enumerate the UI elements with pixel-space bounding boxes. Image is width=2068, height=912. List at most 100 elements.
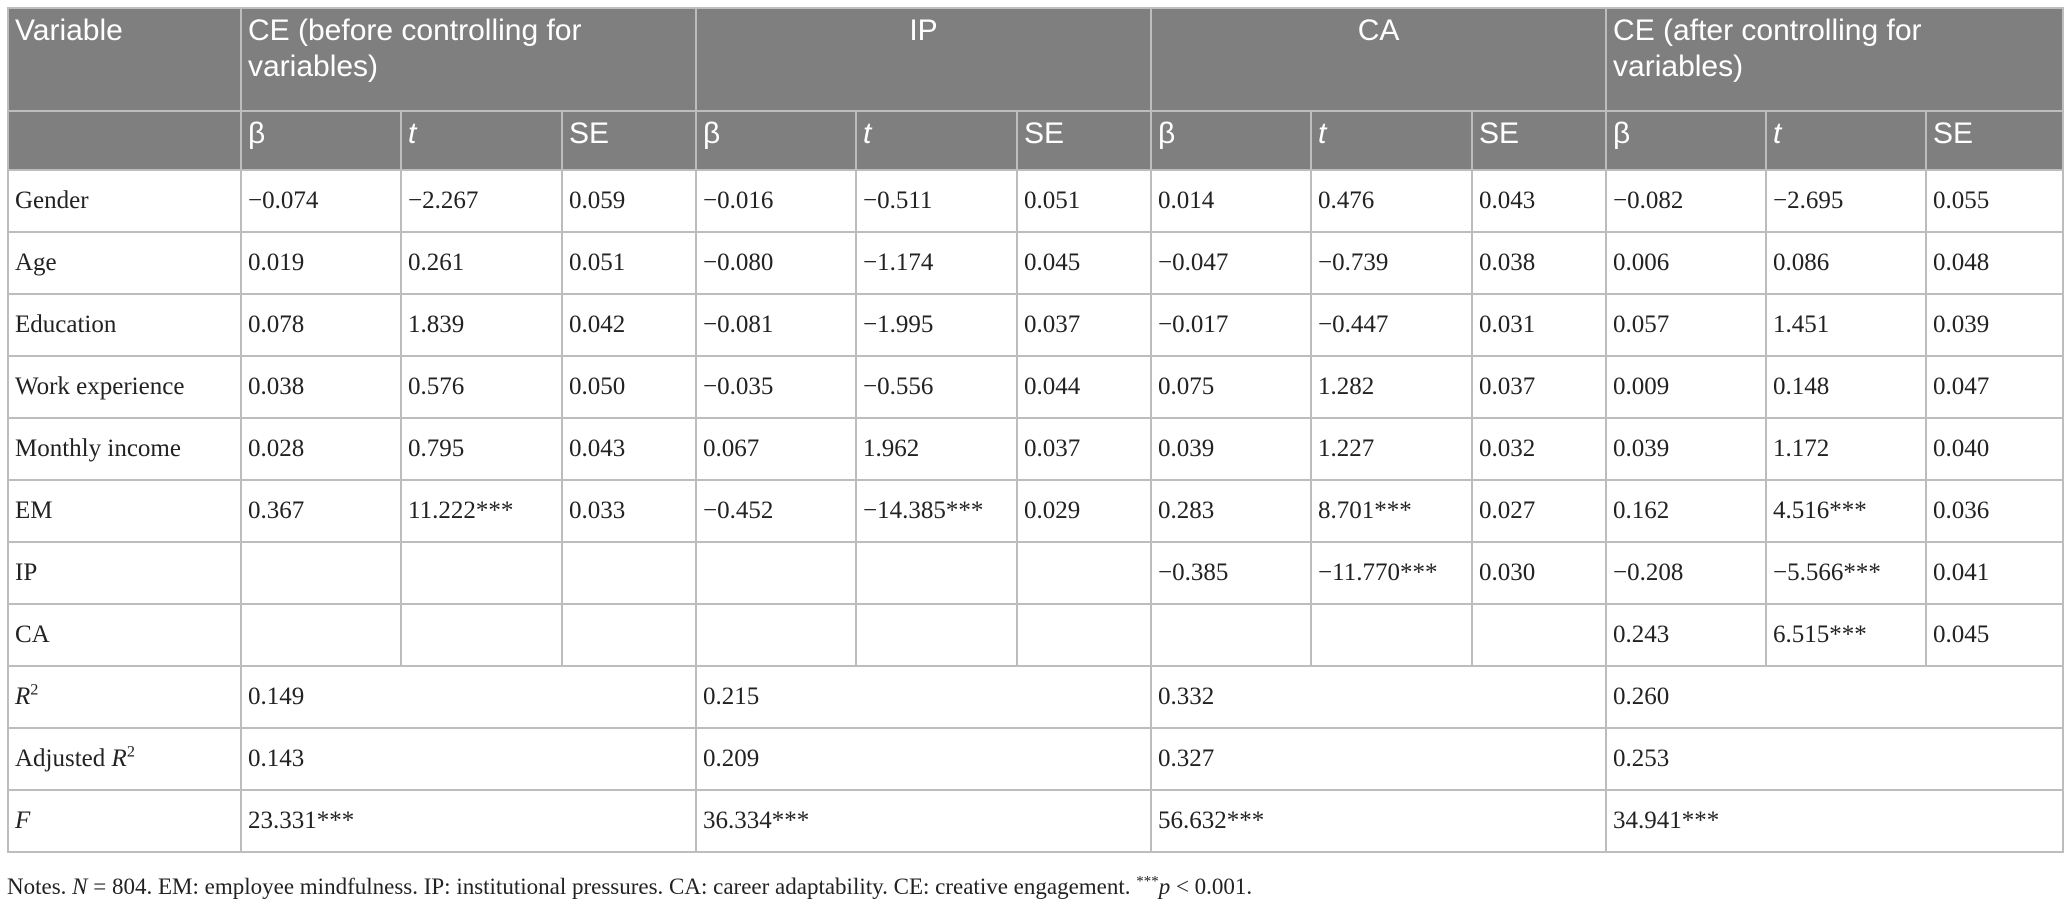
cell: 0.033	[560, 479, 698, 543]
cell: 0.055	[1925, 169, 2065, 233]
table-row: Work experience 0.038 0.576 0.050 −0.035 −0.5…	[7, 355, 2065, 419]
group-header: CE (after controlling for variables)	[1605, 7, 2065, 112]
label-text: Monthly income	[15, 435, 181, 462]
label-italic: R	[111, 745, 127, 772]
cell: 0.051	[560, 231, 698, 295]
cell: 34.941***	[1605, 789, 2065, 853]
cell: 0.051	[1016, 169, 1153, 233]
cell: 1.227	[1310, 417, 1474, 481]
cell: −1.174	[855, 231, 1019, 295]
notes: Notes. N = 804. EM: employee mindfulness…	[7, 874, 1252, 900]
cell: 23.331***	[239, 789, 698, 853]
cell: −14.385***	[855, 479, 1019, 543]
cell: −1.995	[855, 293, 1019, 357]
cell: 0.036	[1925, 479, 2065, 543]
cell: 0.261	[400, 231, 563, 295]
subheader: t	[855, 110, 1019, 171]
cell	[1310, 603, 1474, 667]
cell: 0.039	[1605, 417, 1768, 481]
cell	[400, 541, 563, 605]
cell: 1.172	[1765, 417, 1928, 481]
cell	[400, 603, 563, 667]
note-text: = 804. EM: employee mindfulness. IP: ins…	[87, 874, 1137, 899]
label-text: Adjusted	[15, 745, 112, 772]
table-row: CA 0.243 6.515*** 0.045	[7, 603, 2065, 667]
cell: 4.516***	[1765, 479, 1928, 543]
row-label: IP	[7, 541, 242, 605]
cell: −2.695	[1765, 169, 1928, 233]
cell: 0.332	[1150, 665, 1608, 729]
table-row: Gender −0.074 −2.267 0.059 −0.016 −0.511 0.051…	[7, 169, 2065, 233]
cell: 0.050	[560, 355, 698, 419]
cell: 0.038	[1471, 231, 1608, 295]
subheader: β	[240, 110, 402, 171]
cell: 0.795	[400, 417, 563, 481]
subheader: SE	[1471, 110, 1608, 171]
cell	[560, 541, 698, 605]
cell: 0.209	[695, 727, 1153, 791]
cell: 0.476	[1310, 169, 1474, 233]
cell: 0.047	[1925, 355, 2065, 419]
cell: −5.566***	[1765, 541, 1928, 605]
label-sup: 2	[30, 680, 39, 699]
row-label: Monthly income	[7, 417, 242, 481]
label-text: Work experience	[15, 373, 185, 400]
note-text: p	[1158, 874, 1171, 899]
cell: 0.260	[1605, 665, 2065, 729]
subheader: β	[1605, 110, 1768, 171]
cell: −0.035	[695, 355, 858, 419]
label-italic: R	[15, 683, 31, 710]
cell: 0.014	[1150, 169, 1313, 233]
cell: 0.048	[1925, 231, 2065, 295]
cell: −0.452	[695, 479, 858, 543]
row-label: Gender	[7, 169, 242, 233]
group-header: IP	[695, 7, 1153, 112]
cell: 0.028	[240, 417, 402, 481]
cell: 8.701***	[1310, 479, 1474, 543]
cell: 0.327	[1150, 727, 1608, 791]
cell: 0.045	[1925, 603, 2065, 667]
cell: 11.222***	[400, 479, 563, 543]
cell	[1016, 603, 1153, 667]
subheader: SE	[1925, 110, 2065, 171]
group-header: Variable	[7, 7, 242, 112]
cell: 0.040	[1925, 417, 2065, 481]
cell: −2.267	[400, 169, 563, 233]
group-header: CE (before controlling for variables)	[239, 7, 698, 112]
label-text: Gender	[15, 187, 89, 214]
cell: −0.511	[855, 169, 1019, 233]
cell: 1.839	[400, 293, 563, 357]
cell: 1.282	[1310, 355, 1474, 419]
cell: 0.059	[560, 169, 698, 233]
cell: −0.447	[1310, 293, 1474, 357]
cell: 0.030	[1471, 541, 1608, 605]
table-row: R2 0.149 0.215 0.332 0.260	[7, 665, 2065, 729]
cell	[240, 603, 402, 667]
cell: 0.045	[1016, 231, 1153, 295]
cell: −0.047	[1150, 231, 1313, 295]
cell	[1016, 541, 1153, 605]
table-row: Age 0.019 0.261 0.051 −0.080 −1.174 0.045 −0.04…	[7, 231, 2065, 295]
cell: 0.044	[1016, 355, 1153, 419]
group-header: CA	[1150, 7, 1608, 112]
row-label: CA	[7, 603, 242, 667]
table-row: Adjusted R2 0.143 0.209 0.327 0.253	[7, 727, 2065, 791]
cell: 0.037	[1016, 417, 1153, 481]
row-label: Education	[7, 293, 242, 357]
cell	[695, 541, 858, 605]
label-italic: F	[15, 807, 31, 834]
cell: −0.081	[695, 293, 858, 357]
cell	[240, 541, 402, 605]
row-label: R2	[7, 665, 242, 729]
cell: 36.334***	[695, 789, 1153, 853]
cell: 0.041	[1925, 541, 2065, 605]
cell: 0.215	[695, 665, 1153, 729]
cell: 0.253	[1605, 727, 2065, 791]
row-label: F	[7, 789, 242, 853]
table-row: Education 0.078 1.839 0.042 −0.081 −1.995 0.03…	[7, 293, 2065, 357]
note-text: ***	[1136, 873, 1159, 890]
cell: −0.074	[240, 169, 402, 233]
row-label: EM	[7, 479, 242, 543]
cell: 0.143	[239, 727, 698, 791]
table-row: IP −0.385 −11.770*** 0.030 −0.208 −5.566*** 0.…	[7, 541, 2065, 605]
